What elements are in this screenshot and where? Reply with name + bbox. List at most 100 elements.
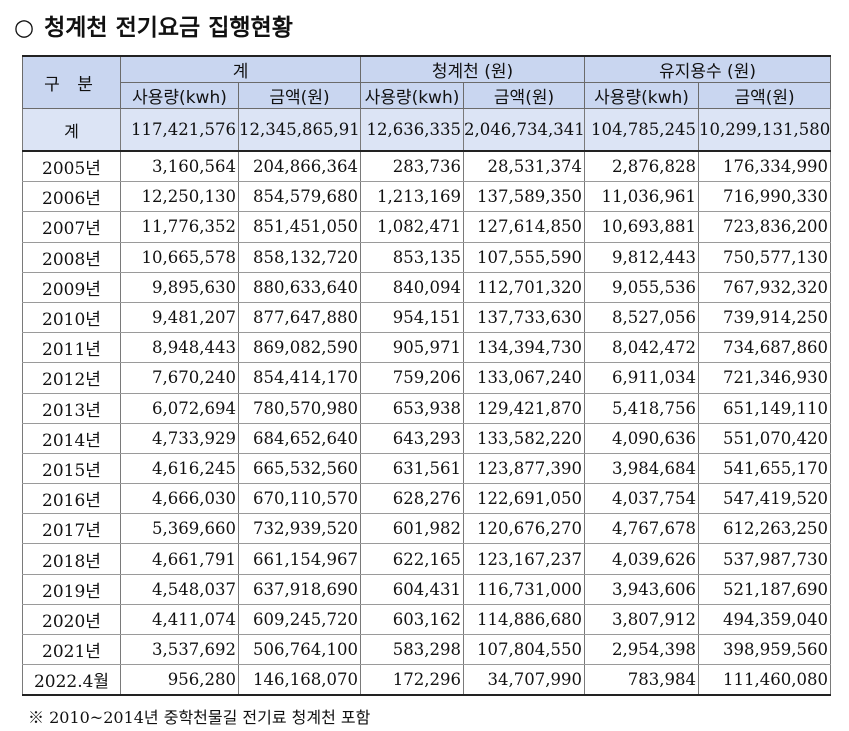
table-row: 2020년 4,411,074 609,245,720 603,162 114,886,… <box>22 604 832 636</box>
table-cell: 547,419,520 <box>698 483 832 515</box>
table-cell: 3,984,684 <box>584 453 700 485</box>
table-cell: 732,939,520 <box>237 513 362 545</box>
header-usage: 사용량(kwh) <box>360 82 465 109</box>
header-row-sub: 사용량(kwh) 금액(원) 사용량(kwh) 금액(원) 사용량(kwh) 금… <box>23 82 832 109</box>
table-cell: 670,110,570 <box>237 483 362 515</box>
header-gubun: 구 분 <box>22 55 121 109</box>
table-row: 2009년 9,895,630 880,633,640 840,094 112,701,… <box>22 272 832 303</box>
table-cell: 111,460,080 <box>698 664 832 697</box>
table-cell: 5,418,756 <box>584 393 700 424</box>
table-cell: 851,451,050 <box>237 211 362 243</box>
table-cell: 146,168,070 <box>237 664 362 697</box>
table-cell: 127,614,850 <box>463 211 586 243</box>
table-cell: 133,067,240 <box>463 362 586 394</box>
table-cell: 176,334,990 <box>698 151 832 183</box>
row-year: 2015년 <box>22 453 121 485</box>
table-cell: 750,577,130 <box>698 242 832 273</box>
table-cell: 8,527,056 <box>584 302 700 334</box>
table-cell: 116,731,000 <box>463 574 586 605</box>
row-year: 2019년 <box>22 574 121 605</box>
table-cell: 283,736 <box>360 151 465 183</box>
table-cell: 8,948,443 <box>120 332 239 364</box>
table-cell: 9,055,536 <box>584 272 700 303</box>
header-group-cheonggyecheon: 청계천 (원) <box>360 55 586 83</box>
table-cell: 3,160,564 <box>120 151 239 183</box>
table-cell: 637,918,690 <box>237 574 362 605</box>
table-row: 2008년 10,665,578 858,132,720 853,135 107,555… <box>22 242 832 273</box>
table-cell: 840,094 <box>360 272 465 303</box>
table-cell: 631,561 <box>360 453 465 485</box>
header-amount: 금액(원) <box>463 82 586 109</box>
table-cell: 120,676,270 <box>463 513 586 545</box>
table-cell: 4,733,929 <box>120 423 239 454</box>
table-cell: 10,665,578 <box>120 242 239 273</box>
table-cell: 129,421,870 <box>463 393 586 424</box>
table-cell: 4,666,030 <box>120 483 239 515</box>
table-row: 2012년 7,670,240 854,414,170 759,206 133,067,… <box>22 362 832 394</box>
table-cell: 783,984 <box>584 664 700 697</box>
table-cell: 494,359,040 <box>698 604 832 636</box>
table-row: 2013년 6,072,694 780,570,980 653,938 129,421,… <box>22 393 832 424</box>
table-row: 2017년 5,369,660 732,939,520 601,982 120,676,… <box>22 513 832 545</box>
header-amount: 금액(원) <box>237 82 362 109</box>
table-cell: 603,162 <box>360 604 465 636</box>
table-cell: 905,971 <box>360 332 465 364</box>
header-usage: 사용량(kwh) <box>584 82 700 109</box>
table-cell: 1,082,471 <box>360 211 465 243</box>
table-cell: 739,914,250 <box>698 302 832 334</box>
row-year: 2016년 <box>22 483 121 515</box>
table-cell: 34,707,990 <box>463 664 586 697</box>
footnote: ※ 2010~2014년 중학천물길 전기료 청계천 포함 <box>28 708 371 727</box>
total-cell: 10,299,131,580 <box>698 108 832 152</box>
header-usage: 사용량(kwh) <box>120 82 239 109</box>
row-year: 2007년 <box>22 211 121 243</box>
row-year: 2005년 <box>22 151 121 183</box>
table-cell: 3,807,912 <box>584 604 700 636</box>
total-label: 계 <box>22 108 121 152</box>
row-year: 2010년 <box>22 302 121 334</box>
total-cell: 104,785,245 <box>584 108 700 152</box>
table-cell: 112,701,320 <box>463 272 586 303</box>
table-cell: 8,042,472 <box>584 332 700 364</box>
row-year: 2013년 <box>22 393 121 424</box>
table-cell: 767,932,320 <box>698 272 832 303</box>
table-cell: 398,959,560 <box>698 634 832 666</box>
table-cell: 854,579,680 <box>237 181 362 213</box>
table-cell: 10,693,881 <box>584 211 700 243</box>
table-cell: 780,570,980 <box>237 393 362 424</box>
table-row: 2021년 3,537,692 506,764,100 583,298 107,804,… <box>22 634 832 666</box>
table-cell: 716,990,330 <box>698 181 832 213</box>
table-cell: 2,954,398 <box>584 634 700 666</box>
row-year: 2017년 <box>22 513 121 545</box>
table-cell: 107,555,590 <box>463 242 586 273</box>
table-cell: 107,804,550 <box>463 634 586 666</box>
row-year: 2022.4월 <box>22 664 121 697</box>
table-row: 2014년 4,733,929 684,652,640 643,293 133,582,… <box>22 423 832 454</box>
page-title: ○ 청계천 전기요금 집행현황 <box>14 8 293 42</box>
table-cell: 9,481,207 <box>120 302 239 334</box>
table-cell: 583,298 <box>360 634 465 666</box>
table-cell: 137,589,350 <box>463 181 586 213</box>
header-group-total: 계 <box>119 55 362 83</box>
table-cell: 643,293 <box>360 423 465 454</box>
table-cell: 628,276 <box>360 483 465 515</box>
table-row: 2011년 8,948,443 869,082,590 905,971 134,394,… <box>22 332 832 364</box>
header-amount: 금액(원) <box>698 82 832 109</box>
table-cell: 604,431 <box>360 574 465 605</box>
total-cell: 12,345,865,911 <box>237 108 362 152</box>
table-row: 2022.4월 956,280 146,168,070 172,296 34,707,9… <box>22 664 832 697</box>
table-cell: 954,151 <box>360 302 465 334</box>
table-cell: 137,733,630 <box>463 302 586 334</box>
table-cell: 665,532,560 <box>237 453 362 485</box>
circle-bullet-icon: ○ <box>14 15 35 41</box>
table-cell: 4,616,245 <box>120 453 239 485</box>
table-cell: 551,070,420 <box>698 423 832 454</box>
total-cell: 12,636,335 <box>360 108 465 152</box>
table-cell: 11,776,352 <box>120 211 239 243</box>
table-cell: 684,652,640 <box>237 423 362 454</box>
table-row: 2016년 4,666,030 670,110,570 628,276 122,691,… <box>22 483 832 515</box>
row-year: 2018년 <box>22 543 121 575</box>
table-cell: 734,687,860 <box>698 332 832 364</box>
table-cell: 723,836,200 <box>698 211 832 243</box>
table-row: 2007년 11,776,352 851,451,050 1,082,471 127,6… <box>22 211 832 243</box>
